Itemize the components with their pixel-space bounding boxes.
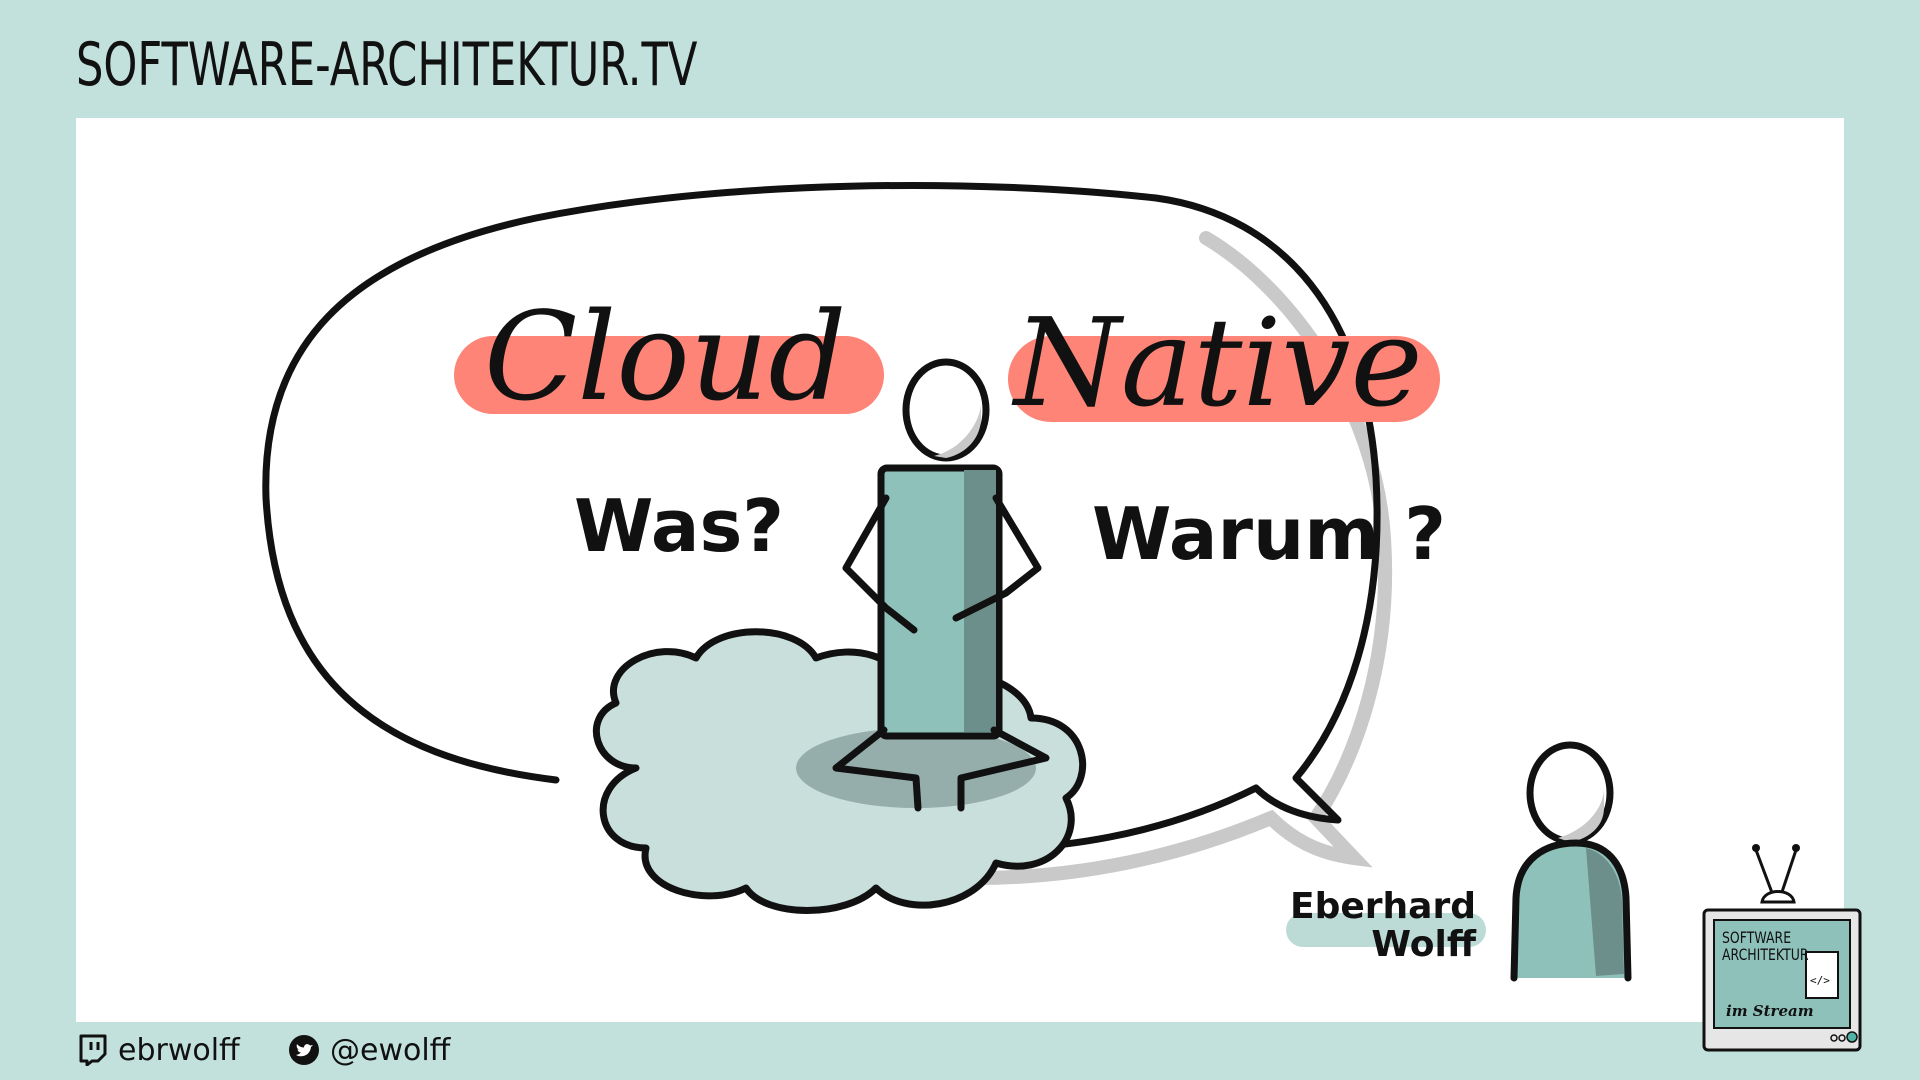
speaker-person-icon (1510, 741, 1632, 982)
speaker-name-highlight (1286, 913, 1486, 947)
speech-bubble (262, 181, 1381, 854)
title-native: Native (1014, 292, 1423, 434)
speaker-name: Eberhard Wolff (1276, 888, 1476, 964)
cloud-highlight (454, 336, 884, 414)
tv-logo-line-1: SOFTWARE (1722, 928, 1792, 947)
speaker-first-name: Eberhard (1290, 886, 1476, 927)
twitter-bird-icon (289, 1035, 319, 1065)
twitter-link[interactable]: @ewolff (288, 1028, 450, 1072)
svg-text:</>: </> (1810, 974, 1830, 987)
title-cloud: Cloud (484, 286, 847, 428)
twitch-link[interactable]: ebrwolff (78, 1028, 240, 1072)
speaker-last-name: Wolff (1371, 923, 1476, 965)
twitch-handle: ebrwolff (118, 1032, 240, 1068)
tv-logo: </> SOFTWARE ARCHITEKTUR im Stream (1702, 840, 1864, 1052)
tv-logo-text: SOFTWARE ARCHITEKTUR (1722, 928, 1809, 964)
question-was: Was? (574, 484, 785, 568)
twitch-icon (79, 1034, 107, 1066)
tv-logo-line-2: ARCHITEKTUR (1722, 944, 1809, 964)
twitter-handle: @ewolff (330, 1032, 451, 1068)
site-title: SOFTWARE-ARCHITEKTUR.TV (76, 30, 698, 100)
tv-logo-icon: </> (1702, 844, 1862, 1052)
tv-logo-sub: im Stream (1726, 1002, 1814, 1020)
slide-illustration (262, 181, 1632, 982)
slide-canvas: Cloud Native Was? Warum ? Eberhard Wolff (76, 118, 1844, 1022)
thinking-person-icon (832, 358, 1050, 812)
native-highlight (1008, 336, 1440, 422)
question-warum: Warum ? (1092, 492, 1447, 576)
